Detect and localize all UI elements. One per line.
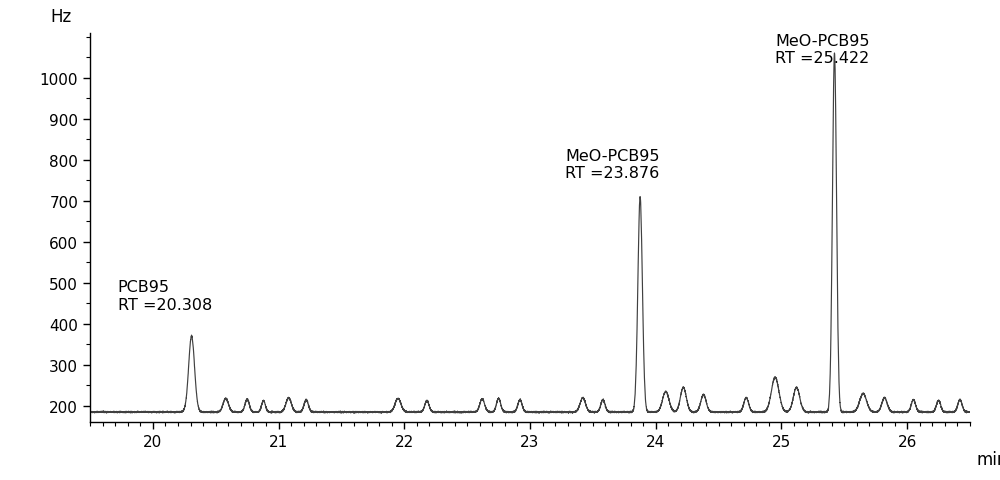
Text: PCB95
RT =20.308: PCB95 RT =20.308 (118, 279, 212, 312)
X-axis label: min: min (976, 450, 1000, 468)
Text: MeO-PCB95
RT =25.422: MeO-PCB95 RT =25.422 (775, 34, 870, 66)
Text: MeO-PCB95
RT =23.876: MeO-PCB95 RT =23.876 (565, 149, 660, 181)
Text: Hz: Hz (50, 8, 72, 26)
